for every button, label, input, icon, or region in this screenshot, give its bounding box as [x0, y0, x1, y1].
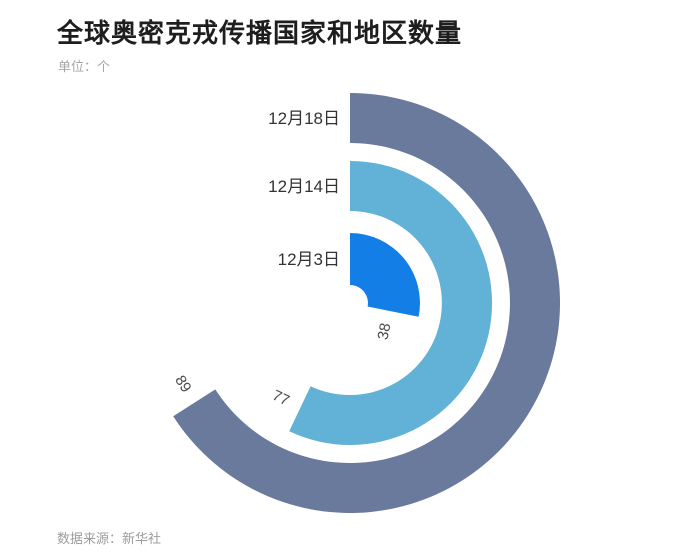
chart-title: 全球奥密克戎传播国家和地区数量	[57, 18, 463, 48]
bar-sector-dec3[interactable]	[350, 233, 420, 317]
category-label-dec18: 12月18日	[268, 109, 340, 128]
bar-sector-dec14[interactable]	[289, 160, 493, 445]
unit-label: 单位：个	[58, 59, 111, 74]
category-label-dec3: 12月3日	[278, 250, 340, 269]
category-label-dec14: 12月14日	[268, 177, 340, 196]
value-label-dec14: 77	[270, 387, 292, 410]
value-label-dec18: 89	[171, 372, 194, 395]
value-label-dec3: 38	[374, 322, 394, 342]
data-source-label: 数据来源：新华社	[57, 531, 162, 546]
bar-sector-dec18[interactable]	[173, 93, 561, 513]
